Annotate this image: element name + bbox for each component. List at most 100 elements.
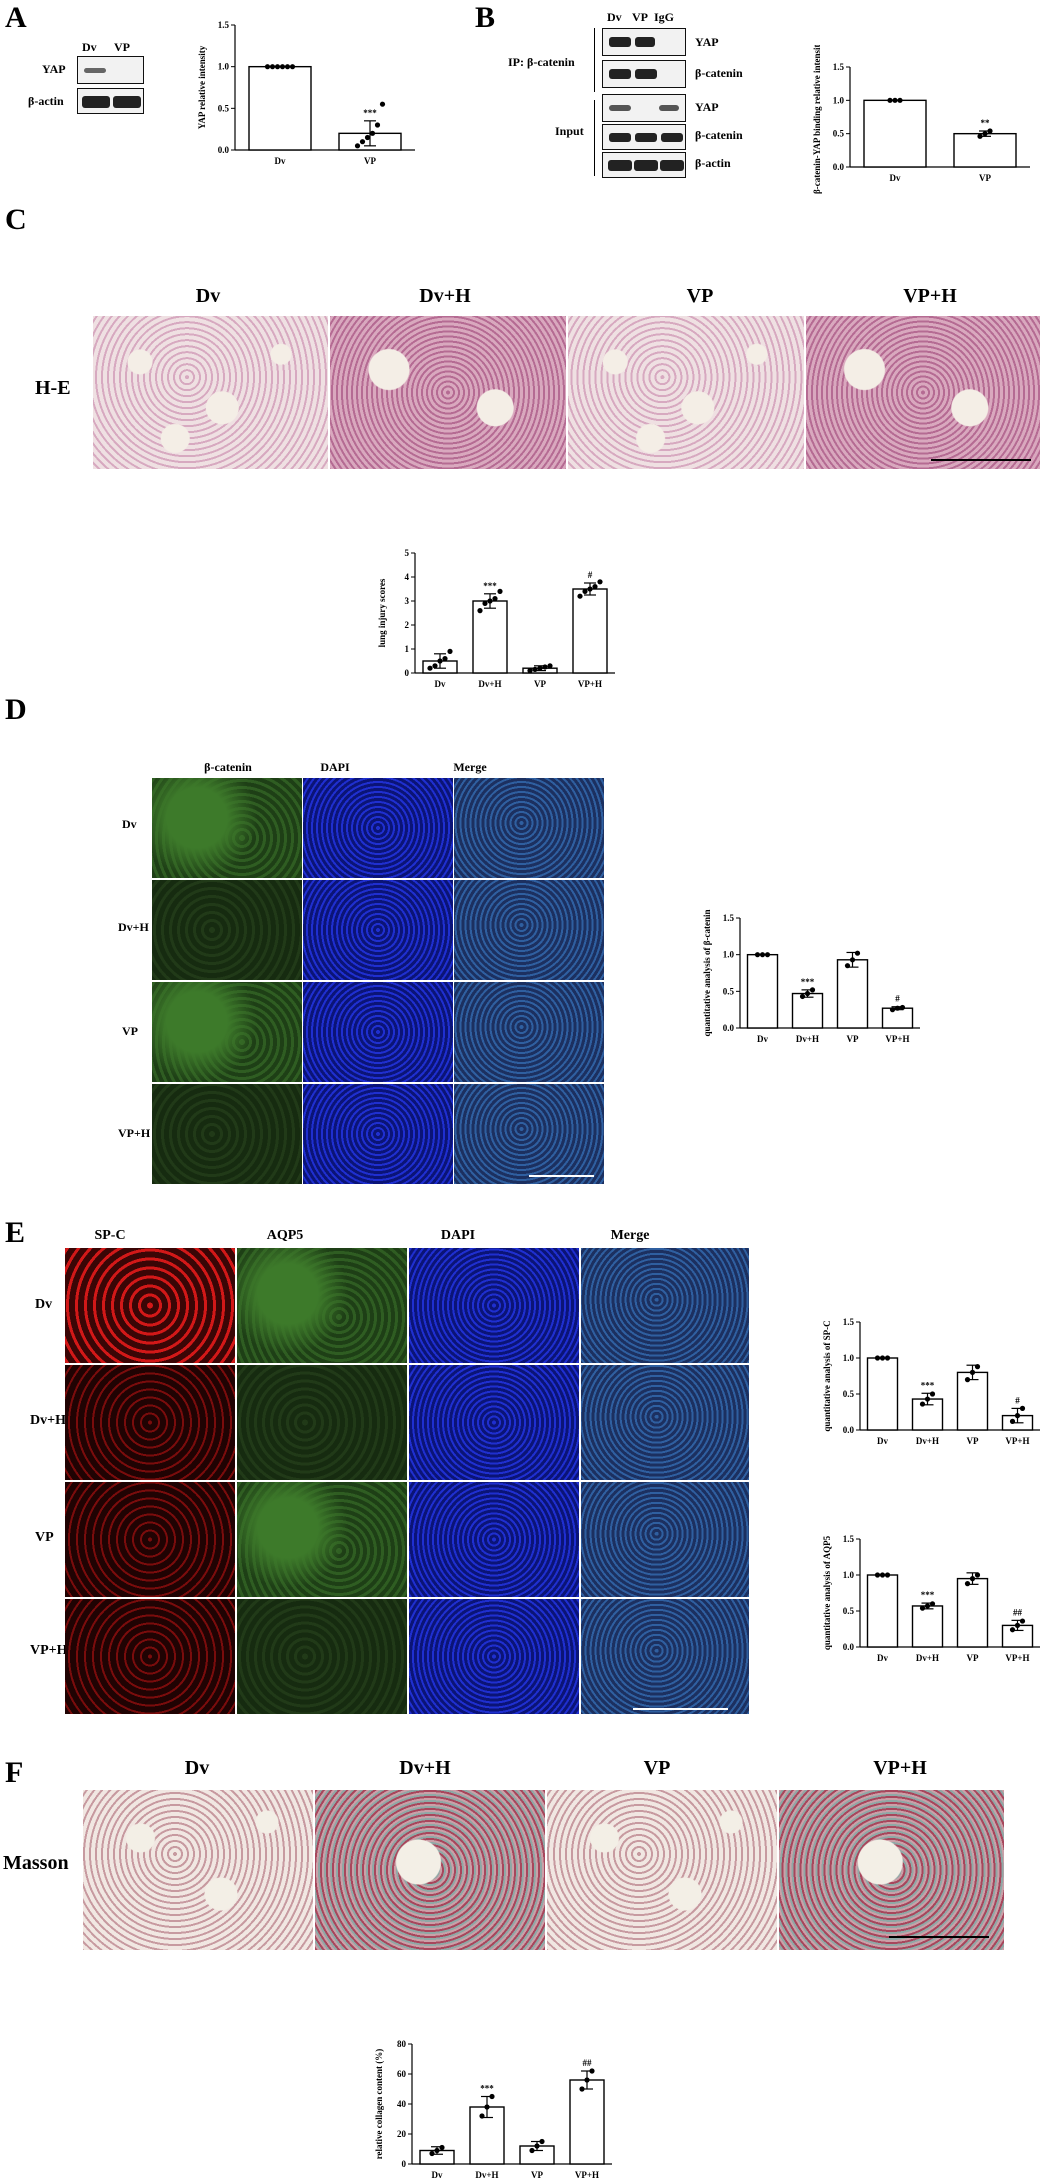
group-label-dv: Dv [184, 1757, 210, 1779]
if-dapi-vp [303, 982, 453, 1082]
if-merge-dv-h [454, 880, 604, 980]
y-tick-label: 1.0 [843, 1570, 855, 1580]
data-point [582, 588, 588, 594]
y-tick-label: 0.5 [218, 103, 230, 113]
x-tick-label: VP [967, 1653, 979, 1663]
data-point [487, 598, 493, 604]
y-tick-label: 1.5 [723, 913, 735, 923]
data-point [584, 2077, 590, 2083]
y-tick-label: 0.0 [843, 1425, 855, 1435]
x-tick-label: Dv+H [796, 1034, 819, 1044]
row-label-beta-catenin: β-catenin [695, 66, 743, 80]
y-axis-label: quantitative analysis of SP-C [822, 1320, 832, 1431]
y-axis-label: quantitative analysis of AQP5 [822, 1535, 832, 1650]
if-sp-c-vp-h [65, 1599, 235, 1714]
row-label-beta-actin: β-actin [695, 156, 731, 170]
row-label-beta-actin: β-actin [28, 94, 64, 108]
data-point [844, 963, 851, 969]
he-image-dv [93, 316, 328, 469]
y-tick-label: 3 [405, 596, 410, 606]
data-point [849, 957, 856, 963]
significance-label: *** [801, 977, 815, 987]
data-point [1009, 1418, 1016, 1424]
row-label-dv-h: Dv+H [30, 1413, 66, 1428]
data-point [364, 134, 371, 141]
data-point [579, 2086, 585, 2092]
data-point [434, 2147, 440, 2154]
group-label-dv: Dv [195, 285, 221, 307]
x-tick-label: Dv [757, 1034, 768, 1044]
data-point [974, 1364, 981, 1370]
data-point [929, 1391, 936, 1397]
if-merge-dv-h [581, 1365, 749, 1480]
group-label-vp-h: VP+H [903, 285, 957, 307]
if-merge-vp-h [581, 1599, 749, 1714]
panel-letter-e: E [5, 1216, 26, 1249]
if-dapi-dv-h [409, 1365, 579, 1480]
significance-label: # [588, 570, 593, 580]
data-point [754, 952, 761, 958]
data-point [884, 1355, 891, 1361]
y-tick-label: 1.5 [843, 1534, 855, 1544]
x-tick-label: Dv+H [916, 1436, 939, 1446]
blot-ip-yap [602, 28, 686, 56]
group-label-vp: VP [643, 1757, 671, 1779]
data-point [924, 1603, 931, 1609]
data-point [534, 2143, 540, 2149]
data-point [427, 665, 433, 671]
lane-label-vp: VP [114, 40, 130, 54]
row-label-vp: VP [122, 1024, 138, 1038]
y-tick-label: 5 [405, 548, 410, 558]
if-dapi-dv [303, 778, 453, 878]
data-point [879, 1572, 886, 1578]
bar [866, 1357, 899, 1431]
if-merge-dv [581, 1248, 749, 1363]
data-point [889, 1007, 896, 1013]
data-point [1019, 1405, 1026, 1411]
ip-label: IP: β-catenin [508, 55, 575, 69]
significance-label: # [1015, 1395, 1020, 1405]
data-point [482, 600, 488, 606]
row-label-masson: Masson [3, 1852, 69, 1874]
chart-beta-catenin-yap-binding: 0.0 0.5 1.0 1.5 β-catenin-YAP binding relati… [812, 45, 1030, 194]
chart-aqp5-quant: 0.0 0.5 1.0 1.5 quantitative analysis of AQP… [822, 1534, 1040, 1663]
data-point [1019, 1618, 1026, 1624]
bar [866, 1574, 899, 1648]
panel-letter-a: A [5, 1, 27, 34]
data-point [589, 2068, 595, 2074]
he-image-vp [568, 316, 804, 469]
y-tick-label: 0.5 [723, 986, 735, 996]
if-dapi-dv-h [303, 880, 453, 980]
data-point [929, 1601, 936, 1607]
x-tick-label: VP+H [1005, 1436, 1029, 1446]
bar [911, 1605, 944, 1648]
data-point [537, 665, 543, 671]
y-axis-label: lung injury scores [377, 578, 387, 647]
x-tick-label: VP [979, 173, 991, 183]
y-tick-label: 2 [405, 620, 410, 630]
group-label-vp: VP [686, 285, 714, 307]
bar [863, 99, 927, 168]
chart-lung-injury-scores: 0 1 2 3 4 5 lung injury scores Dv Dv+H *** VP VP+H # [377, 548, 615, 689]
x-tick-label: Dv+H [478, 679, 501, 689]
data-point [429, 2150, 435, 2157]
data-point [964, 1377, 971, 1383]
bar [836, 959, 869, 1029]
if-aqp5-dv-h [237, 1365, 407, 1480]
x-tick-label: VP [967, 1436, 979, 1446]
data-point [284, 64, 291, 70]
if-beta-catenin-vp [152, 982, 302, 1082]
column-label-dapi: DAPI [440, 1228, 476, 1243]
blot-band [84, 68, 106, 73]
row-label-yap: YAP [695, 35, 719, 49]
data-point [919, 1605, 926, 1611]
data-point [892, 97, 898, 103]
row-label-dv: Dv [35, 1297, 53, 1312]
bar [572, 588, 608, 674]
y-tick-label: 80 [397, 2039, 407, 2049]
data-point [977, 133, 983, 139]
western-blot-beta-actin [77, 88, 144, 114]
he-image-dv-h [330, 316, 566, 469]
row-label-vp-h: VP+H [30, 1643, 68, 1658]
data-point [432, 663, 438, 669]
